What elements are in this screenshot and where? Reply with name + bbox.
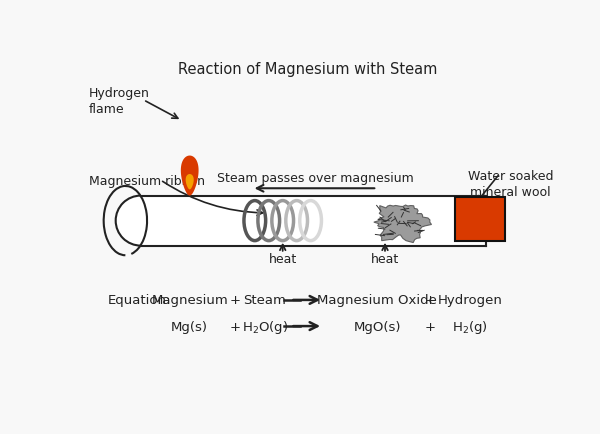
Text: +: +	[229, 294, 240, 307]
Text: Hydrogen
flame: Hydrogen flame	[89, 87, 150, 115]
Polygon shape	[181, 156, 199, 196]
Text: Magnesium: Magnesium	[151, 294, 228, 307]
Text: H$_2$O(g): H$_2$O(g)	[242, 318, 288, 335]
Text: +: +	[424, 320, 436, 333]
Text: MgO(s): MgO(s)	[353, 320, 401, 333]
Text: +: +	[229, 320, 240, 333]
Text: Magnesium Oxide: Magnesium Oxide	[317, 294, 437, 307]
Text: Mg(s): Mg(s)	[171, 320, 208, 333]
Text: heat: heat	[371, 253, 399, 266]
Text: heat: heat	[269, 253, 297, 266]
Bar	[455, 197, 505, 242]
Text: Reaction of Magnesium with Steam: Reaction of Magnesium with Steam	[178, 62, 437, 77]
Text: H$_2$(g): H$_2$(g)	[452, 318, 488, 335]
Text: Water soaked
mineral wool: Water soaked mineral wool	[468, 170, 553, 198]
Text: Steam passes over magnesium: Steam passes over magnesium	[217, 171, 413, 184]
Text: Equation:: Equation:	[107, 294, 171, 307]
Text: Steam: Steam	[244, 294, 286, 307]
Polygon shape	[374, 206, 431, 243]
Text: +: +	[424, 294, 436, 307]
Wedge shape	[116, 196, 141, 246]
Text: Magnesium ribbon: Magnesium ribbon	[89, 175, 205, 188]
Polygon shape	[185, 174, 194, 190]
Text: Hydrogen: Hydrogen	[438, 294, 503, 307]
Bar	[141, 196, 486, 246]
